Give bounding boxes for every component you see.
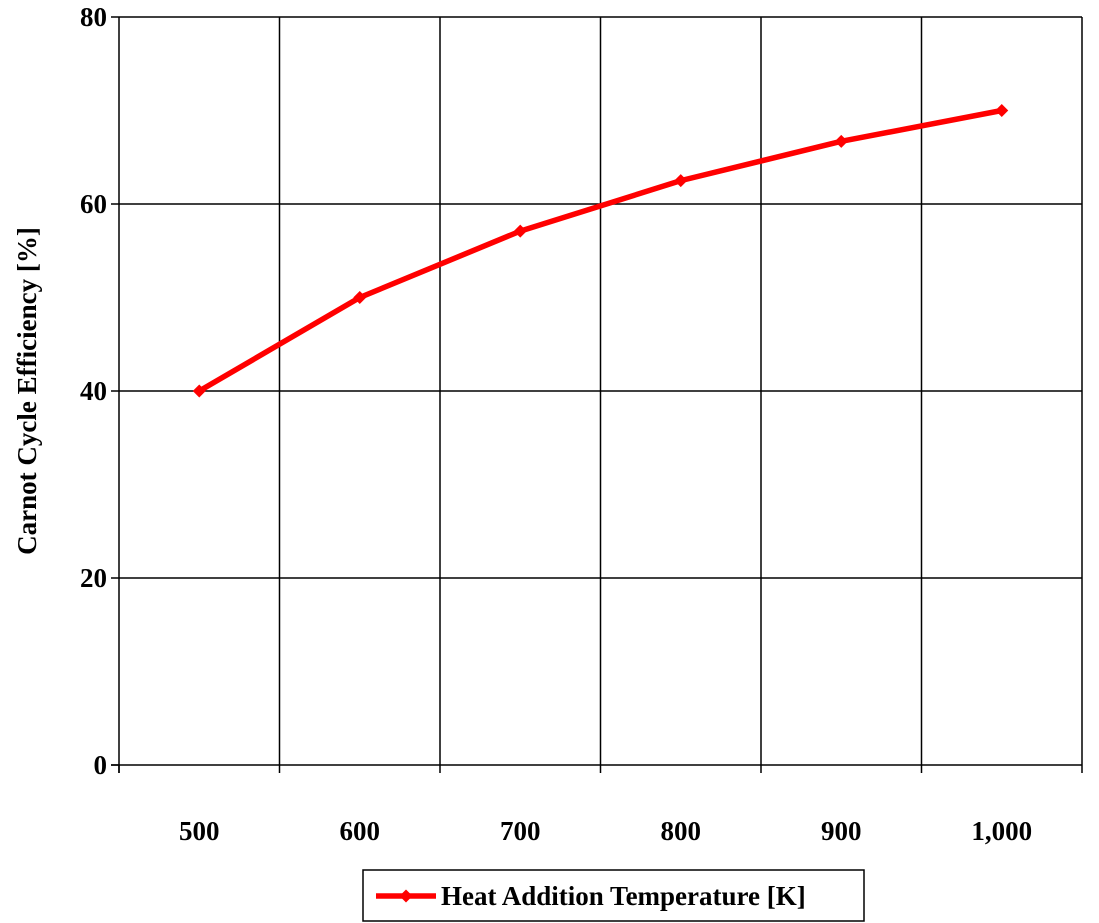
y-axis-label: Carnot Cycle Efficiency [%] — [12, 227, 42, 555]
legend-box — [362, 869, 865, 922]
legend-marker — [399, 889, 413, 903]
y-tick-label: 80 — [80, 2, 107, 32]
x-tick-label: 900 — [821, 816, 862, 846]
y-tick-label: 0 — [94, 750, 108, 780]
x-tick-label: 700 — [500, 816, 541, 846]
x-tick-label: 500 — [179, 816, 220, 846]
y-tick-label: 60 — [80, 189, 107, 219]
x-tick-label: 800 — [661, 816, 702, 846]
series-line — [197, 107, 1003, 394]
series-layer — [192, 104, 1009, 398]
y-tick-label: 20 — [80, 563, 107, 593]
data-point-marker — [834, 134, 848, 148]
data-point-marker — [353, 291, 367, 304]
data-point-marker — [513, 224, 527, 238]
data-point-marker — [995, 104, 1009, 117]
tick-labels: 0 20 40 60 80 500 600 700 800 900 1,000 — [80, 2, 1032, 846]
data-point-marker — [192, 384, 206, 398]
legend-label: Heat Addition Temperature [K] — [441, 881, 806, 911]
x-tick-label: 600 — [340, 816, 381, 846]
x-tick-label: 1,000 — [971, 816, 1032, 846]
axes — [111, 16, 1083, 773]
legend: Heat Addition Temperature [K] — [362, 869, 865, 922]
y-tick-label: 40 — [80, 376, 107, 406]
data-point-marker — [674, 174, 688, 188]
grid — [119, 16, 1083, 765]
